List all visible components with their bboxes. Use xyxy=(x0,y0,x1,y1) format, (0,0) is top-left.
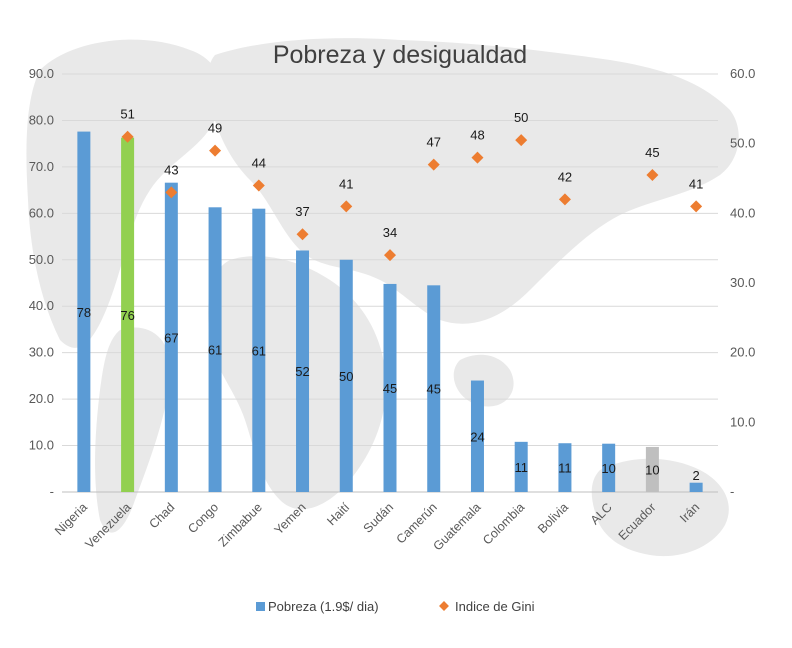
legend-item-pobreza: Pobreza (1.9$/ dia) xyxy=(268,599,379,614)
marker-data-labels: 51 43 49 44 37 41 34 47 48 50 42 45 41 xyxy=(120,107,703,240)
y-left-tick-label: 40.0 xyxy=(29,298,54,313)
gini-marker xyxy=(165,186,178,199)
gini-data-label: 49 xyxy=(208,121,222,136)
bar-data-labels: 78 76 67 61 61 52 50 45 45 24 11 11 10 10 2 xyxy=(77,305,700,483)
bar-data-label: 11 xyxy=(514,460,528,475)
y-left-tick-label: 30.0 xyxy=(29,345,54,360)
y-left-tick-label: 80.0 xyxy=(29,112,54,127)
y-right-tick-label: 20.0 xyxy=(730,345,755,360)
y-right-tick-label: 50.0 xyxy=(730,136,755,151)
bar-data-label: 45 xyxy=(426,382,440,397)
gini-marker xyxy=(690,200,703,213)
y-left-tick-label: 10.0 xyxy=(29,438,54,453)
y-right-tick-label: 30.0 xyxy=(730,275,755,290)
y-right-tick-label: 40.0 xyxy=(730,205,755,220)
legend: Pobreza (1.9$/ dia) Indice de Gini xyxy=(256,599,535,614)
y-axis-left: - 10.0 20.0 30.0 40.0 50.0 60.0 70.0 80.0 90.0 xyxy=(29,66,54,499)
bar xyxy=(77,131,91,492)
bar xyxy=(252,208,266,492)
bar-data-label: 24 xyxy=(470,429,484,444)
bar xyxy=(645,446,659,492)
bar-data-label: 2 xyxy=(693,468,700,483)
gini-data-label: 50 xyxy=(514,110,528,125)
markers xyxy=(121,130,703,262)
bar xyxy=(689,482,703,492)
gini-data-label: 43 xyxy=(164,162,178,177)
bar xyxy=(558,443,572,492)
y-left-tick-label: 20.0 xyxy=(29,391,54,406)
bar-data-label: 52 xyxy=(295,364,309,379)
y-axis-right: - 10.0 20.0 30.0 40.0 50.0 60.0 xyxy=(730,66,755,499)
y-left-tick-label: 70.0 xyxy=(29,159,54,174)
bar-data-label: 45 xyxy=(383,381,397,396)
y-left-tick-label: 90.0 xyxy=(29,66,54,81)
bar-data-label: 11 xyxy=(558,461,572,476)
bar xyxy=(121,137,135,492)
gini-data-label: 41 xyxy=(339,176,353,191)
bar xyxy=(383,283,397,492)
gini-marker xyxy=(296,228,309,241)
bars xyxy=(77,131,703,492)
gini-marker xyxy=(558,193,571,206)
bar-data-label: 10 xyxy=(645,462,659,477)
gini-marker xyxy=(340,200,353,213)
bar xyxy=(208,207,222,492)
bar xyxy=(470,380,484,492)
gini-data-label: 47 xyxy=(426,135,440,150)
bar xyxy=(296,250,310,492)
bar-data-label: 10 xyxy=(601,461,615,476)
gini-marker xyxy=(252,179,265,192)
gini-data-label: 42 xyxy=(558,169,572,184)
gini-data-label: 34 xyxy=(383,225,397,240)
bar-data-label: 76 xyxy=(120,308,134,323)
gini-data-label: 45 xyxy=(645,145,659,160)
gini-marker xyxy=(384,249,396,262)
bar xyxy=(164,182,178,492)
gini-marker xyxy=(646,169,659,182)
y-right-tick-label: 60.0 xyxy=(730,66,755,81)
legend-marker-swatch xyxy=(439,601,449,611)
gini-data-label: 37 xyxy=(295,204,309,219)
bar xyxy=(427,285,441,492)
gini-marker xyxy=(427,158,440,171)
y-right-tick-label: - xyxy=(730,484,734,499)
y-right-tick-label: 10.0 xyxy=(730,414,755,429)
gini-marker xyxy=(121,130,134,143)
bar-data-label: 50 xyxy=(339,369,353,384)
bar xyxy=(514,441,528,492)
y-left-tick-label: 60.0 xyxy=(29,205,54,220)
gini-data-label: 41 xyxy=(689,176,703,191)
chart-title: Pobreza y desigualdad xyxy=(273,41,527,69)
legend-item-gini: Indice de Gini xyxy=(455,599,535,614)
bar-data-label: 67 xyxy=(164,330,178,345)
legend-bar-swatch xyxy=(256,602,265,611)
bar-data-label: 78 xyxy=(77,305,91,320)
bar-data-label: 61 xyxy=(252,343,266,358)
bar xyxy=(602,443,616,492)
y-left-tick-label: 50.0 xyxy=(29,252,54,267)
gini-data-label: 48 xyxy=(470,128,484,143)
y-left-tick-label: - xyxy=(50,484,54,499)
gini-marker xyxy=(515,134,528,147)
gini-marker xyxy=(209,144,222,157)
gini-data-label: 51 xyxy=(120,107,134,122)
bar-data-label: 61 xyxy=(208,343,222,358)
bar xyxy=(339,259,353,492)
gini-marker xyxy=(471,151,484,164)
gini-data-label: 44 xyxy=(252,155,266,170)
